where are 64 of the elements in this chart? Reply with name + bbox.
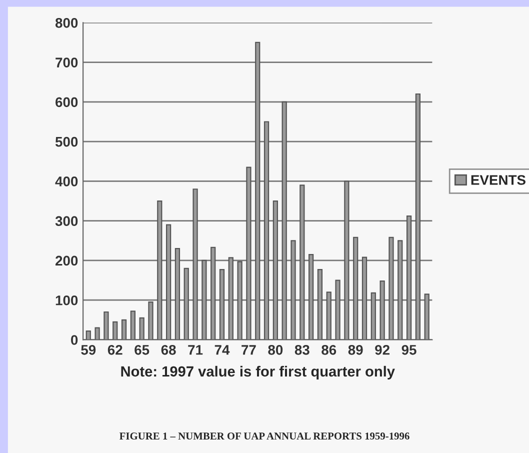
bar (398, 240, 403, 340)
x-tick-label: 80 (268, 344, 283, 355)
x-tick-label: 65 (134, 344, 150, 355)
bar (174, 248, 180, 340)
x-tick-label: 74 (214, 345, 230, 355)
x-axis-title: Note: 1997 value is for first quarter only (121, 366, 395, 380)
y-tick-label: 700 (56, 58, 78, 68)
x-tick-label: 95 (402, 344, 416, 355)
bar (335, 280, 340, 340)
bar (148, 302, 154, 340)
bar (104, 311, 109, 340)
text: FIGURE 1 – NUMBER OF UAP ANNUAL REPORTS 1959-1996 (120, 432, 410, 440)
bar (166, 224, 172, 340)
bar (121, 319, 127, 340)
bar (237, 261, 242, 340)
x-tick-label: 86 (322, 344, 336, 355)
bar (290, 240, 296, 340)
bar (353, 236, 358, 340)
bar (184, 268, 189, 340)
bar (228, 257, 234, 340)
bar (344, 180, 350, 340)
y-tick-label: 400 (55, 176, 78, 186)
bar (139, 317, 144, 340)
x-tick-label: 59 (81, 344, 96, 355)
bar (246, 166, 252, 340)
bar (380, 280, 385, 340)
x-tick-label: 77 (242, 345, 256, 355)
y-tick-label: 800 (55, 18, 78, 28)
bar (317, 269, 323, 340)
bar (406, 216, 412, 340)
y-tick-label: 100 (56, 295, 78, 306)
x-tick-label: 68 (161, 344, 176, 355)
bar (94, 327, 100, 340)
bar (415, 93, 420, 340)
bar (202, 260, 207, 340)
y-tick-label: 500 (55, 136, 78, 147)
bar (424, 294, 430, 340)
y-tick-label: 200 (56, 256, 78, 266)
x-tick-label: 83 (294, 344, 310, 355)
x-tick-label: 92 (375, 344, 390, 355)
x-tick-label: 62 (108, 344, 122, 355)
y-tick-label: 600 (56, 97, 78, 108)
x-tick-label: 71 (188, 345, 203, 355)
bar (388, 236, 394, 340)
bar (272, 200, 278, 340)
bar (362, 256, 368, 340)
y-tick-label: 300 (55, 216, 78, 226)
bar (308, 254, 314, 340)
bar (210, 246, 216, 340)
bar (264, 121, 270, 340)
bar (219, 269, 225, 340)
bar (192, 188, 198, 340)
bar (112, 321, 118, 340)
bar (282, 101, 287, 340)
x-tick-label: 89 (348, 344, 363, 355)
bar (130, 310, 136, 340)
bar (326, 292, 332, 340)
legend-label: EVENTS (471, 175, 526, 185)
bar (157, 200, 162, 340)
bar (300, 184, 305, 340)
bar (86, 330, 91, 340)
y-tick-label: 0 (71, 335, 78, 345)
bar (255, 42, 260, 340)
bar (370, 292, 376, 340)
